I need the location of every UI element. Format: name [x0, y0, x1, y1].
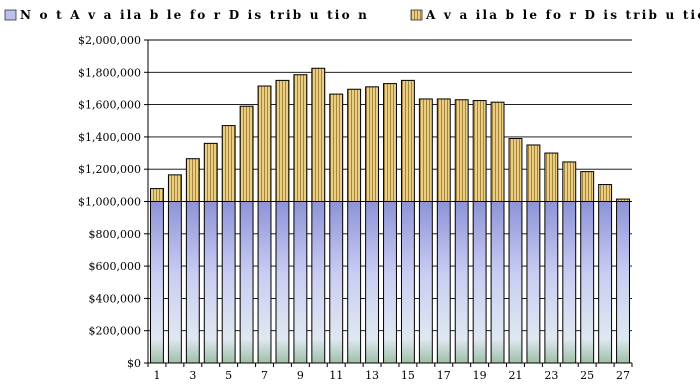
- y-tick-label: $200,000: [89, 325, 142, 338]
- x-tick-label: 9: [297, 369, 304, 382]
- bar-not-available: [598, 201, 613, 364]
- bar-not-available: [544, 201, 559, 364]
- bar-not-available: [383, 201, 397, 364]
- x-tick-label: 27: [616, 369, 630, 382]
- bar-not-available: [472, 201, 487, 364]
- x-tick-label: 15: [401, 369, 415, 382]
- x-axis-tick-labels: 1 3 5 7 9 11 13 15 17 19 21 23 25 27: [153, 369, 630, 382]
- bar-available: [275, 79, 290, 202]
- x-tick-label: 17: [437, 369, 451, 382]
- y-tick-label: $1,000,000: [78, 196, 141, 209]
- x-tick-label: 21: [508, 369, 522, 382]
- bar-not-available: [239, 201, 254, 364]
- y-tick-label: $0: [127, 357, 141, 370]
- bar-available: [616, 198, 630, 202]
- bar-available: [329, 93, 344, 202]
- legend-item-not-available: N o t A v a ila b le fo r D is trib u ti…: [4, 8, 369, 22]
- series-not-available-bars: [150, 201, 630, 364]
- legend: N o t A v a ila b le fo r D is trib u ti…: [4, 8, 700, 22]
- bar-available: [598, 184, 613, 202]
- legend-label-available: A v a ila b le fo r D is trib u tio n: [425, 8, 700, 22]
- bar-not-available: [293, 201, 308, 364]
- bar-available: [311, 67, 326, 202]
- bar-available: [400, 79, 415, 202]
- x-tick-label: 19: [473, 369, 487, 382]
- bar-available: [239, 105, 254, 202]
- plot-area: $0 $200,000 $400,000 $600,000 $800,000 $1,000…: [78, 34, 633, 382]
- x-tick-label: 23: [544, 369, 558, 382]
- axes: [144, 39, 633, 367]
- bar-not-available: [580, 201, 595, 364]
- bar-not-available: [508, 201, 523, 364]
- bar-not-available: [418, 201, 433, 364]
- bar-available: [526, 144, 541, 203]
- legend-swatch-available: [410, 9, 423, 21]
- y-tick-label: $600,000: [89, 260, 142, 273]
- legend-item-available: A v a ila b le fo r D is trib u tio n: [410, 8, 700, 22]
- legend-label-not-available: N o t A v a ila b le fo r D is trib u ti…: [20, 8, 369, 22]
- x-tick-label: 7: [261, 369, 268, 382]
- x-tick-label: 1: [153, 369, 160, 382]
- bar-not-available: [311, 201, 326, 364]
- y-axis-tick-labels: $0 $200,000 $400,000 $600,000 $800,000 $1,000…: [78, 34, 141, 370]
- bar-not-available: [257, 201, 272, 364]
- bar-available: [185, 158, 200, 202]
- bar-available: [436, 98, 451, 202]
- bar-available: [365, 86, 380, 202]
- bar-not-available: [616, 201, 630, 364]
- bar-available: [257, 85, 272, 202]
- bar-not-available: [203, 201, 218, 364]
- bar-not-available: [526, 201, 541, 364]
- bar-not-available: [562, 201, 577, 364]
- y-tick-label: $1,800,000: [78, 66, 141, 79]
- bar-available: [221, 125, 236, 202]
- bar-available: [490, 101, 505, 202]
- x-tick-label: 25: [580, 369, 594, 382]
- bar-not-available: [150, 201, 164, 364]
- x-tick-label: 5: [225, 369, 232, 382]
- bar-available: [203, 142, 218, 202]
- bar-available: [508, 138, 523, 202]
- bar-available: [383, 83, 397, 202]
- bar-not-available: [365, 201, 380, 364]
- bar-not-available: [167, 201, 182, 364]
- x-tick-label: 11: [329, 369, 343, 382]
- y-tick-label: $400,000: [89, 292, 142, 305]
- bar-not-available: [185, 201, 200, 364]
- bar-available: [472, 100, 487, 202]
- x-tick-label: 3: [189, 369, 196, 382]
- bar-not-available: [436, 201, 451, 364]
- bar-available: [150, 188, 164, 203]
- y-tick-label: $1,200,000: [78, 163, 141, 176]
- bar-not-available: [400, 201, 415, 364]
- bar-available: [544, 152, 559, 203]
- series-available-bars: [150, 67, 630, 203]
- x-tick-label: 13: [365, 369, 379, 382]
- bar-not-available: [221, 201, 236, 364]
- y-tick-label: $1,400,000: [78, 131, 141, 144]
- bar-available: [454, 99, 469, 202]
- bar-available: [418, 98, 433, 202]
- bar-not-available: [329, 201, 344, 364]
- legend-swatch-not-available: [4, 9, 17, 21]
- bar-available: [293, 74, 308, 202]
- y-tick-label: $2,000,000: [78, 34, 141, 47]
- bar-available: [347, 88, 362, 202]
- bar-not-available: [275, 201, 290, 364]
- bar-available: [167, 174, 182, 202]
- bar-available: [580, 171, 595, 202]
- bar-not-available: [454, 201, 469, 364]
- y-tick-label: $1,600,000: [78, 99, 141, 112]
- bar-available: [562, 161, 577, 202]
- bar-not-available: [347, 201, 362, 364]
- bar-not-available: [490, 201, 505, 364]
- y-tick-label: $800,000: [89, 228, 142, 241]
